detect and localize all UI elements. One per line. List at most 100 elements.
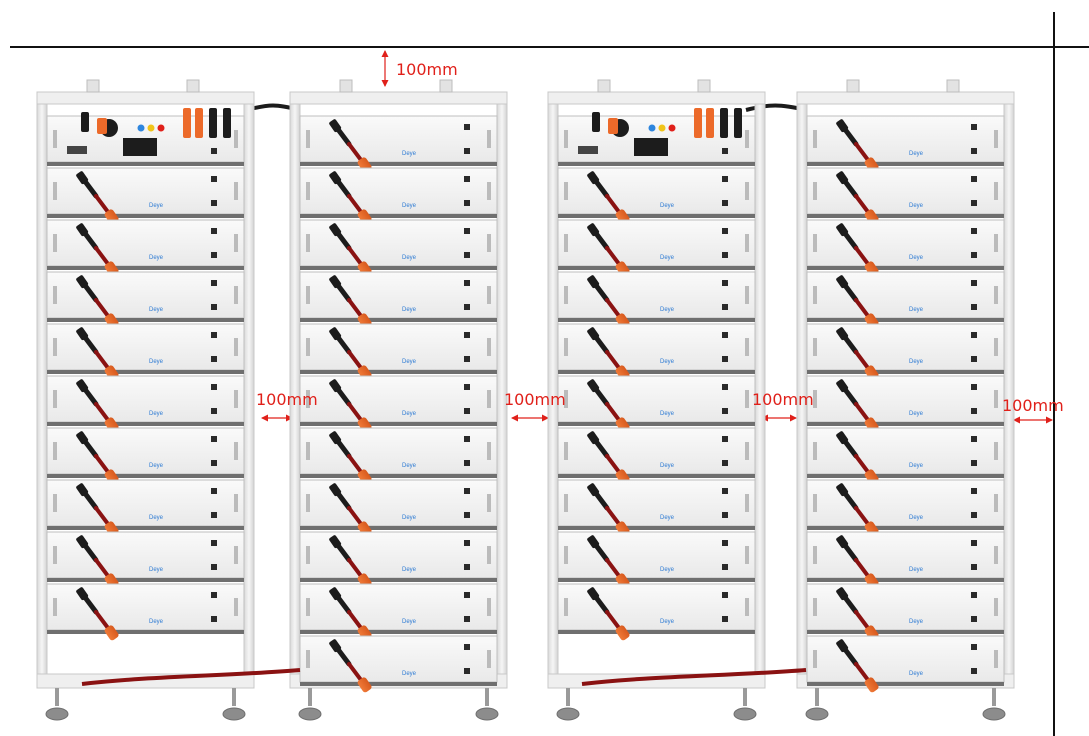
handle-icon [234,130,238,148]
bottom-link-cable-2 [581,668,807,686]
port-icon [211,488,217,494]
battery-module: Deye [557,271,756,329]
handle-icon [234,546,238,564]
connector-icon [329,223,342,237]
brand-logo: Deye [402,567,417,573]
port-icon [211,384,217,390]
brand-logo: Deye [909,151,924,157]
module-shelf [807,162,1004,166]
port-icon [971,356,977,362]
connector-icon [836,483,849,497]
module-shelf [558,266,755,270]
battery-module: Deye [299,323,498,381]
connector-icon [329,119,342,133]
leveling-foot [45,707,69,721]
brand-logo: Deye [660,411,675,417]
brand-logo: Deye [402,671,417,677]
port-icon [211,200,217,206]
connector-icon [836,379,849,393]
rack-post-right [243,91,255,689]
port-icon [971,176,977,182]
port-icon [464,176,470,182]
port-icon [464,540,470,546]
battery-module: Deye [806,427,1005,485]
rack-top-bar [547,91,766,105]
battery-module: Deye [557,427,756,485]
connector-icon [329,639,342,653]
brand-logo: Deye [909,463,924,469]
port-icon [464,332,470,338]
handle-icon [487,442,491,460]
port-icon [722,332,728,338]
handle-icon [306,234,310,252]
rack-base-bar [547,673,766,689]
connector-icon [836,587,849,601]
battery-module: Deye [806,635,1005,693]
battery-module: Deye [557,531,756,589]
leveling-foot [475,707,499,721]
rack-gap-1-label: 100mm [256,390,318,409]
connector-icon [76,431,89,445]
handle-icon [487,338,491,356]
handle-icon [994,598,998,616]
lifting-bracket [186,79,200,93]
module-shelf [300,630,497,634]
led-icon [668,124,676,132]
port-icon [722,356,728,362]
connector-icon [329,171,342,185]
handle-icon [564,130,568,148]
battery-module: Deye [806,531,1005,589]
connector-icon [720,108,728,138]
battery-module: Deye [806,583,1005,641]
port-icon [971,408,977,414]
handle-icon [813,546,817,564]
port-icon [211,616,217,622]
connector-icon [734,108,742,138]
port-icon [971,384,977,390]
connector-icon [104,625,119,641]
brand-logo: Deye [660,203,675,209]
handle-icon [53,338,57,356]
port-icon [211,332,217,338]
module-shelf [558,214,755,218]
module-shelf [47,630,244,634]
port-icon [464,644,470,650]
module-shelf [558,370,755,374]
bottom-link-cable-1 [81,668,301,686]
battery-module: Deye [806,219,1005,277]
handle-icon [994,338,998,356]
rack-top-bar [289,91,508,105]
lifting-bracket [86,79,100,93]
module-shelf [807,266,1004,270]
brand-logo: Deye [909,203,924,209]
connector-icon [587,431,600,445]
port-icon [464,436,470,442]
battery-module: Deye [46,427,245,485]
handle-icon [994,494,998,512]
battery-module: Deye [557,375,756,433]
handle-icon [487,234,491,252]
battery-module: Deye [806,115,1005,173]
handle-icon [994,546,998,564]
led-icon [658,124,666,132]
handle-icon [813,494,817,512]
port-icon [211,356,217,362]
foot-stem [566,688,570,706]
port-icon [722,228,728,234]
handle-icon [234,338,238,356]
brand-logo: Deye [149,619,164,625]
handle-icon [813,338,817,356]
connector-icon [836,327,849,341]
module-shelf [807,630,1004,634]
battery-module: Deye [46,167,245,225]
port-icon [971,592,977,598]
handle-icon [487,650,491,668]
foot-stem [743,688,747,706]
module-shelf [558,474,755,478]
module-shelf [47,578,244,582]
port-icon [971,124,977,130]
leveling-foot [805,707,829,721]
handle-icon [53,130,57,148]
handle-icon [306,286,310,304]
